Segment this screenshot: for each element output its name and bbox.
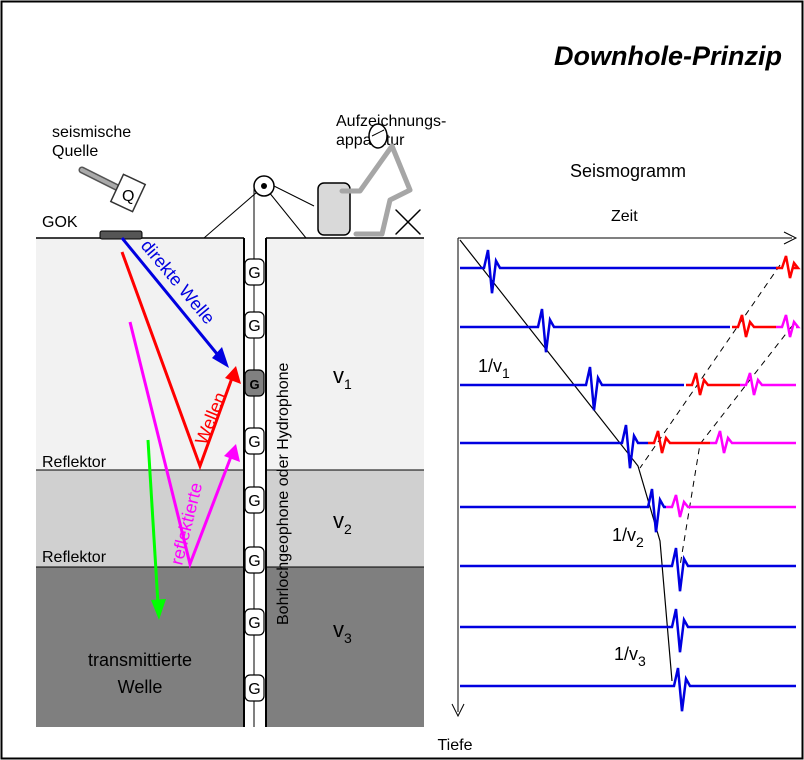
reflection-arrival bbox=[732, 314, 776, 338]
ray-paths bbox=[120, 237, 241, 620]
time-axis-label: Zeit bbox=[611, 208, 638, 225]
reflection-arrival bbox=[686, 372, 740, 396]
geophone: G bbox=[244, 258, 265, 286]
source-marker: Q bbox=[122, 188, 134, 205]
gok-label: GOK bbox=[42, 214, 78, 231]
geophone: G bbox=[244, 674, 265, 702]
geophone: G bbox=[244, 369, 265, 397]
reflected-wave-2-arrowhead bbox=[224, 444, 240, 462]
trace-line bbox=[460, 667, 796, 712]
operator-head bbox=[368, 123, 388, 149]
svg-text:G: G bbox=[248, 681, 260, 698]
reflection-arrival bbox=[740, 372, 796, 396]
direct-wave-ray bbox=[120, 237, 224, 361]
geophone: G bbox=[244, 427, 265, 455]
svg-text:G: G bbox=[248, 615, 260, 632]
ground-profile bbox=[36, 237, 424, 727]
source-plate bbox=[99, 230, 143, 240]
slope-label-2: 1/v2 bbox=[612, 525, 644, 550]
trace-line bbox=[460, 366, 684, 411]
layer-1-right bbox=[266, 238, 424, 470]
operator-figure-icon bbox=[339, 143, 421, 237]
figure-title: Downhole-Prinzip bbox=[554, 41, 782, 71]
reflection-arrival bbox=[648, 430, 710, 454]
transmitted-label-line2: Welle bbox=[118, 677, 163, 697]
hammer-icon: Q bbox=[78, 166, 147, 213]
geophone-string: G G G G G G G G bbox=[244, 258, 265, 702]
geophone: G bbox=[244, 608, 265, 636]
velocity-v2: v2 bbox=[333, 508, 352, 537]
trace-line bbox=[460, 608, 796, 653]
velocity-v1: v1 bbox=[333, 363, 352, 392]
depth-axis-arrow-icon bbox=[451, 703, 465, 718]
operator-headphone bbox=[371, 129, 385, 137]
velocity-v3: v3 bbox=[333, 617, 352, 646]
geophone: G bbox=[244, 546, 265, 574]
trace-line bbox=[460, 488, 666, 533]
svg-text:G: G bbox=[248, 265, 260, 282]
svg-text:G: G bbox=[248, 318, 260, 335]
recorder-box bbox=[317, 182, 351, 236]
trace-line bbox=[460, 308, 730, 353]
transmitted-wave-ray bbox=[146, 439, 160, 605]
seismogram-title: Seismogramm bbox=[570, 161, 686, 181]
layer-2-right bbox=[266, 470, 424, 567]
time-axis-arrow-icon bbox=[783, 231, 798, 245]
layer-2 bbox=[36, 470, 244, 567]
source-label-line2: Quelle bbox=[52, 143, 98, 160]
reflection-arrival bbox=[710, 430, 796, 454]
borehole-label: Bohrlochgeophone oder Hydrophone bbox=[275, 362, 292, 625]
reflector-label-2: Reflektor bbox=[42, 549, 107, 566]
source-label-line1: seismische bbox=[52, 124, 131, 141]
direct-wave-arrowhead bbox=[212, 347, 229, 368]
first-arrival-line bbox=[459, 239, 673, 682]
svg-text:G: G bbox=[249, 377, 259, 392]
reflected-wave-ray bbox=[120, 251, 234, 471]
svg-text:G: G bbox=[248, 493, 260, 510]
reflection-arrival bbox=[776, 314, 801, 338]
reflected-wave-2-ray bbox=[128, 321, 234, 570]
reflection-arrival bbox=[776, 255, 801, 279]
reflection-moveout-2 bbox=[679, 325, 793, 567]
geophone: G bbox=[244, 486, 265, 514]
layer-3-right bbox=[266, 567, 424, 727]
depth-axis-label: Tiefe bbox=[438, 737, 473, 754]
transmitted-wave-arrowhead bbox=[151, 599, 166, 620]
layer-3 bbox=[36, 567, 244, 727]
slope-label-1: 1/v1 bbox=[478, 356, 510, 381]
reflection-moveout-1 bbox=[639, 264, 781, 469]
svg-text:G: G bbox=[248, 553, 260, 570]
reflection-arrival bbox=[666, 494, 796, 518]
reflected-wave-arrowhead bbox=[225, 366, 241, 384]
transmitted-label-line1: transmittierte bbox=[88, 650, 192, 670]
seismogram-traces bbox=[460, 249, 801, 712]
recorder-label-line1: Aufzeichnungs- bbox=[336, 113, 446, 130]
reflector-label-1: Reflektor bbox=[42, 454, 107, 471]
geophone: G bbox=[244, 311, 265, 339]
trace-line bbox=[460, 547, 796, 592]
trace-line bbox=[460, 424, 648, 469]
trace-line bbox=[460, 249, 778, 294]
layer-1 bbox=[36, 238, 244, 470]
slope-label-3: 1/v3 bbox=[614, 644, 646, 669]
svg-text:G: G bbox=[248, 434, 260, 451]
